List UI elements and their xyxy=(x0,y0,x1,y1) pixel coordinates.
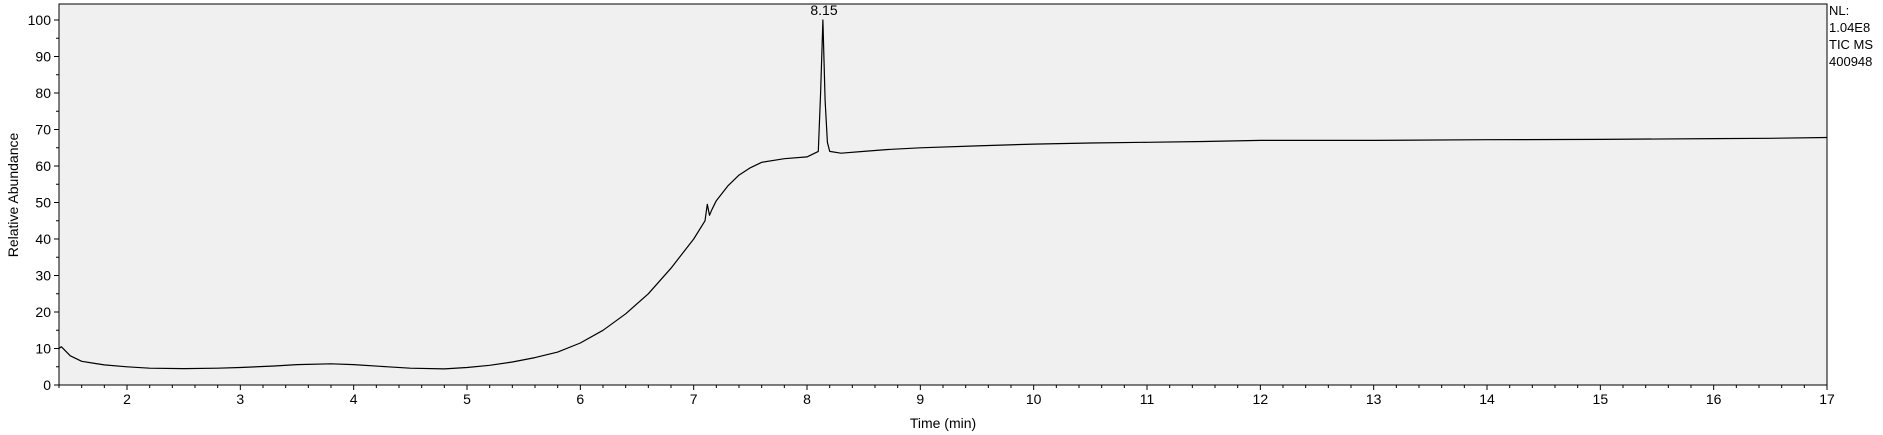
plot-area xyxy=(58,3,1828,386)
x-tick-label: 9 xyxy=(916,391,924,407)
x-tick-label: 13 xyxy=(1366,391,1382,407)
x-tick-label: 11 xyxy=(1140,391,1155,407)
y-tick-label: 50 xyxy=(35,195,51,211)
y-tick-label: 40 xyxy=(35,231,51,247)
x-tick-label: 2 xyxy=(123,391,131,407)
x-tick-label: 4 xyxy=(350,391,358,407)
x-tick-label: 3 xyxy=(236,391,244,407)
peak-annotations: 8.15 xyxy=(810,2,837,18)
x-axis-ticks: 2 3 4 5 6 7 8 9 10 11 12 13 14 15 16 17 xyxy=(58,385,1835,407)
x-tick-label: 17 xyxy=(1819,391,1835,407)
tic-trace-line xyxy=(58,19,1828,370)
x-axis-title: Time (min) xyxy=(910,415,976,431)
sample-id: 400948 xyxy=(1829,54,1873,69)
y-tick-label: 70 xyxy=(35,122,51,138)
nl-label: NL: xyxy=(1829,3,1850,18)
scan-filter: TIC MS xyxy=(1829,37,1874,52)
peak-label: 8.15 xyxy=(810,2,837,18)
x-tick-label: 16 xyxy=(1706,391,1722,407)
x-tick-label: 15 xyxy=(1593,391,1609,407)
y-tick-label: 100 xyxy=(28,12,52,28)
y-tick-label: 0 xyxy=(43,377,51,393)
nl-value: 1.04E8 xyxy=(1829,20,1871,35)
x-tick-label: 8 xyxy=(803,391,811,407)
y-tick-label: 90 xyxy=(35,49,51,65)
y-tick-label: 30 xyxy=(35,268,51,284)
x-tick-label: 14 xyxy=(1479,391,1495,407)
x-tick-label: 10 xyxy=(1026,391,1042,407)
x-tick-label: 5 xyxy=(463,391,471,407)
y-tick-label: 10 xyxy=(35,341,51,357)
y-tick-label: 20 xyxy=(35,304,51,320)
x-tick-label: 6 xyxy=(576,391,584,407)
y-axis-ticks: 0 10 20 30 40 50 60 70 80 90 100 xyxy=(28,12,59,393)
x-tick-label: 12 xyxy=(1253,391,1269,407)
y-tick-label: 60 xyxy=(35,158,51,174)
y-axis-title: Relative Abundance xyxy=(5,133,21,258)
x-tick-label: 7 xyxy=(690,391,698,407)
y-tick-label: 80 xyxy=(35,85,51,101)
